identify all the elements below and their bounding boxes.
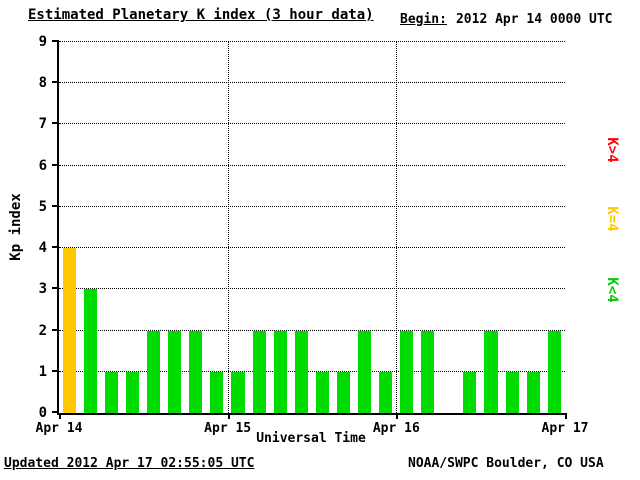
h-gridline	[59, 288, 565, 290]
h-gridline	[59, 247, 565, 249]
kp-bar	[336, 371, 350, 413]
v-gridline	[227, 42, 229, 413]
h-gridline	[59, 164, 565, 166]
y-axis-title: Kp index	[8, 193, 24, 261]
plot-area: 0 1 2 3 4 5 6 7 8 9 Apr 14 Apr 15 Apr 16 Apr 17	[36, 35, 589, 436]
h-gridline	[59, 205, 565, 207]
y-tick-mark	[52, 328, 59, 331]
x-tick-label: Apr 15	[204, 421, 252, 436]
y-tick-mark	[52, 369, 59, 372]
kp-bar	[252, 330, 266, 413]
y-tick-label: 2	[38, 322, 47, 339]
v-gridline	[396, 42, 398, 413]
x-tick-mark	[227, 413, 230, 419]
h-gridline	[59, 41, 565, 42]
y-tick-label: 6	[38, 157, 47, 174]
x-tick-label: Apr 17	[541, 421, 589, 436]
kp-bar	[126, 371, 140, 413]
h-gridline	[59, 123, 565, 125]
kp-bar	[168, 330, 182, 413]
y-tick-mark	[52, 246, 59, 249]
y-tick-mark	[52, 287, 59, 290]
x-tick-label: Apr 16	[372, 421, 420, 436]
y-tick-mark	[52, 122, 59, 125]
begin-value: 2012 Apr 14 0000 UTC	[455, 12, 613, 27]
y-tick-mark	[52, 163, 59, 166]
kp-bar	[104, 371, 119, 413]
y-tick-mark	[52, 40, 59, 42]
updated-timestamp: Updated 2012 Apr 17 02:55:05 UTC	[4, 456, 255, 471]
h-gridline	[59, 370, 565, 372]
kp-bar	[273, 330, 287, 413]
chart-title: Estimated Planetary K index (3 hour data…	[28, 7, 374, 23]
legend-k-below-4: K<4	[604, 277, 620, 303]
kp-bar	[421, 330, 435, 413]
kp-bar	[505, 371, 519, 413]
h-gridline	[59, 82, 565, 84]
begin-label: Begin:	[400, 12, 447, 27]
kp-bar	[463, 371, 477, 413]
kp-bar	[210, 371, 224, 413]
y-tick-mark	[52, 411, 59, 413]
kp-bar	[231, 371, 245, 413]
kp-bar	[484, 330, 498, 413]
kp-bar	[83, 289, 97, 413]
x-tick-mark	[59, 413, 61, 419]
kp-bar	[547, 330, 561, 413]
y-tick-label: 8	[38, 75, 47, 92]
x-axis-title: Universal Time	[256, 431, 366, 446]
legend-k-equals-4: K=4	[604, 206, 620, 232]
kp-bar	[357, 330, 372, 413]
begin-annotation: Begin: 2012 Apr 14 0000 UTC	[400, 12, 613, 27]
y-tick-label: 9	[38, 34, 47, 50]
kp-bar	[147, 330, 161, 413]
kp-bar	[379, 371, 393, 413]
legend-k-above-4: K>4	[604, 137, 620, 163]
y-tick-mark	[52, 81, 59, 84]
kp-bar	[526, 371, 540, 413]
x-tick-label: Apr 14	[35, 421, 83, 436]
kp-bar	[189, 330, 203, 413]
x-tick-mark	[565, 413, 567, 419]
kp-bar	[400, 330, 414, 413]
x-tick-mark	[396, 413, 399, 419]
kp-bar	[62, 248, 76, 413]
y-tick-label: 1	[38, 363, 47, 380]
y-tick-mark	[52, 204, 59, 207]
y-tick-label: 7	[38, 116, 47, 133]
y-tick-label: 0	[38, 405, 47, 421]
y-tick-label: 3	[38, 281, 47, 298]
h-gridline	[59, 329, 565, 331]
y-tick-label: 5	[38, 198, 47, 215]
source-attribution: NOAA/SWPC Boulder, CO USA	[408, 456, 604, 471]
kp-bar	[315, 371, 329, 413]
kp-bar	[294, 330, 308, 413]
y-tick-label: 4	[38, 240, 47, 257]
